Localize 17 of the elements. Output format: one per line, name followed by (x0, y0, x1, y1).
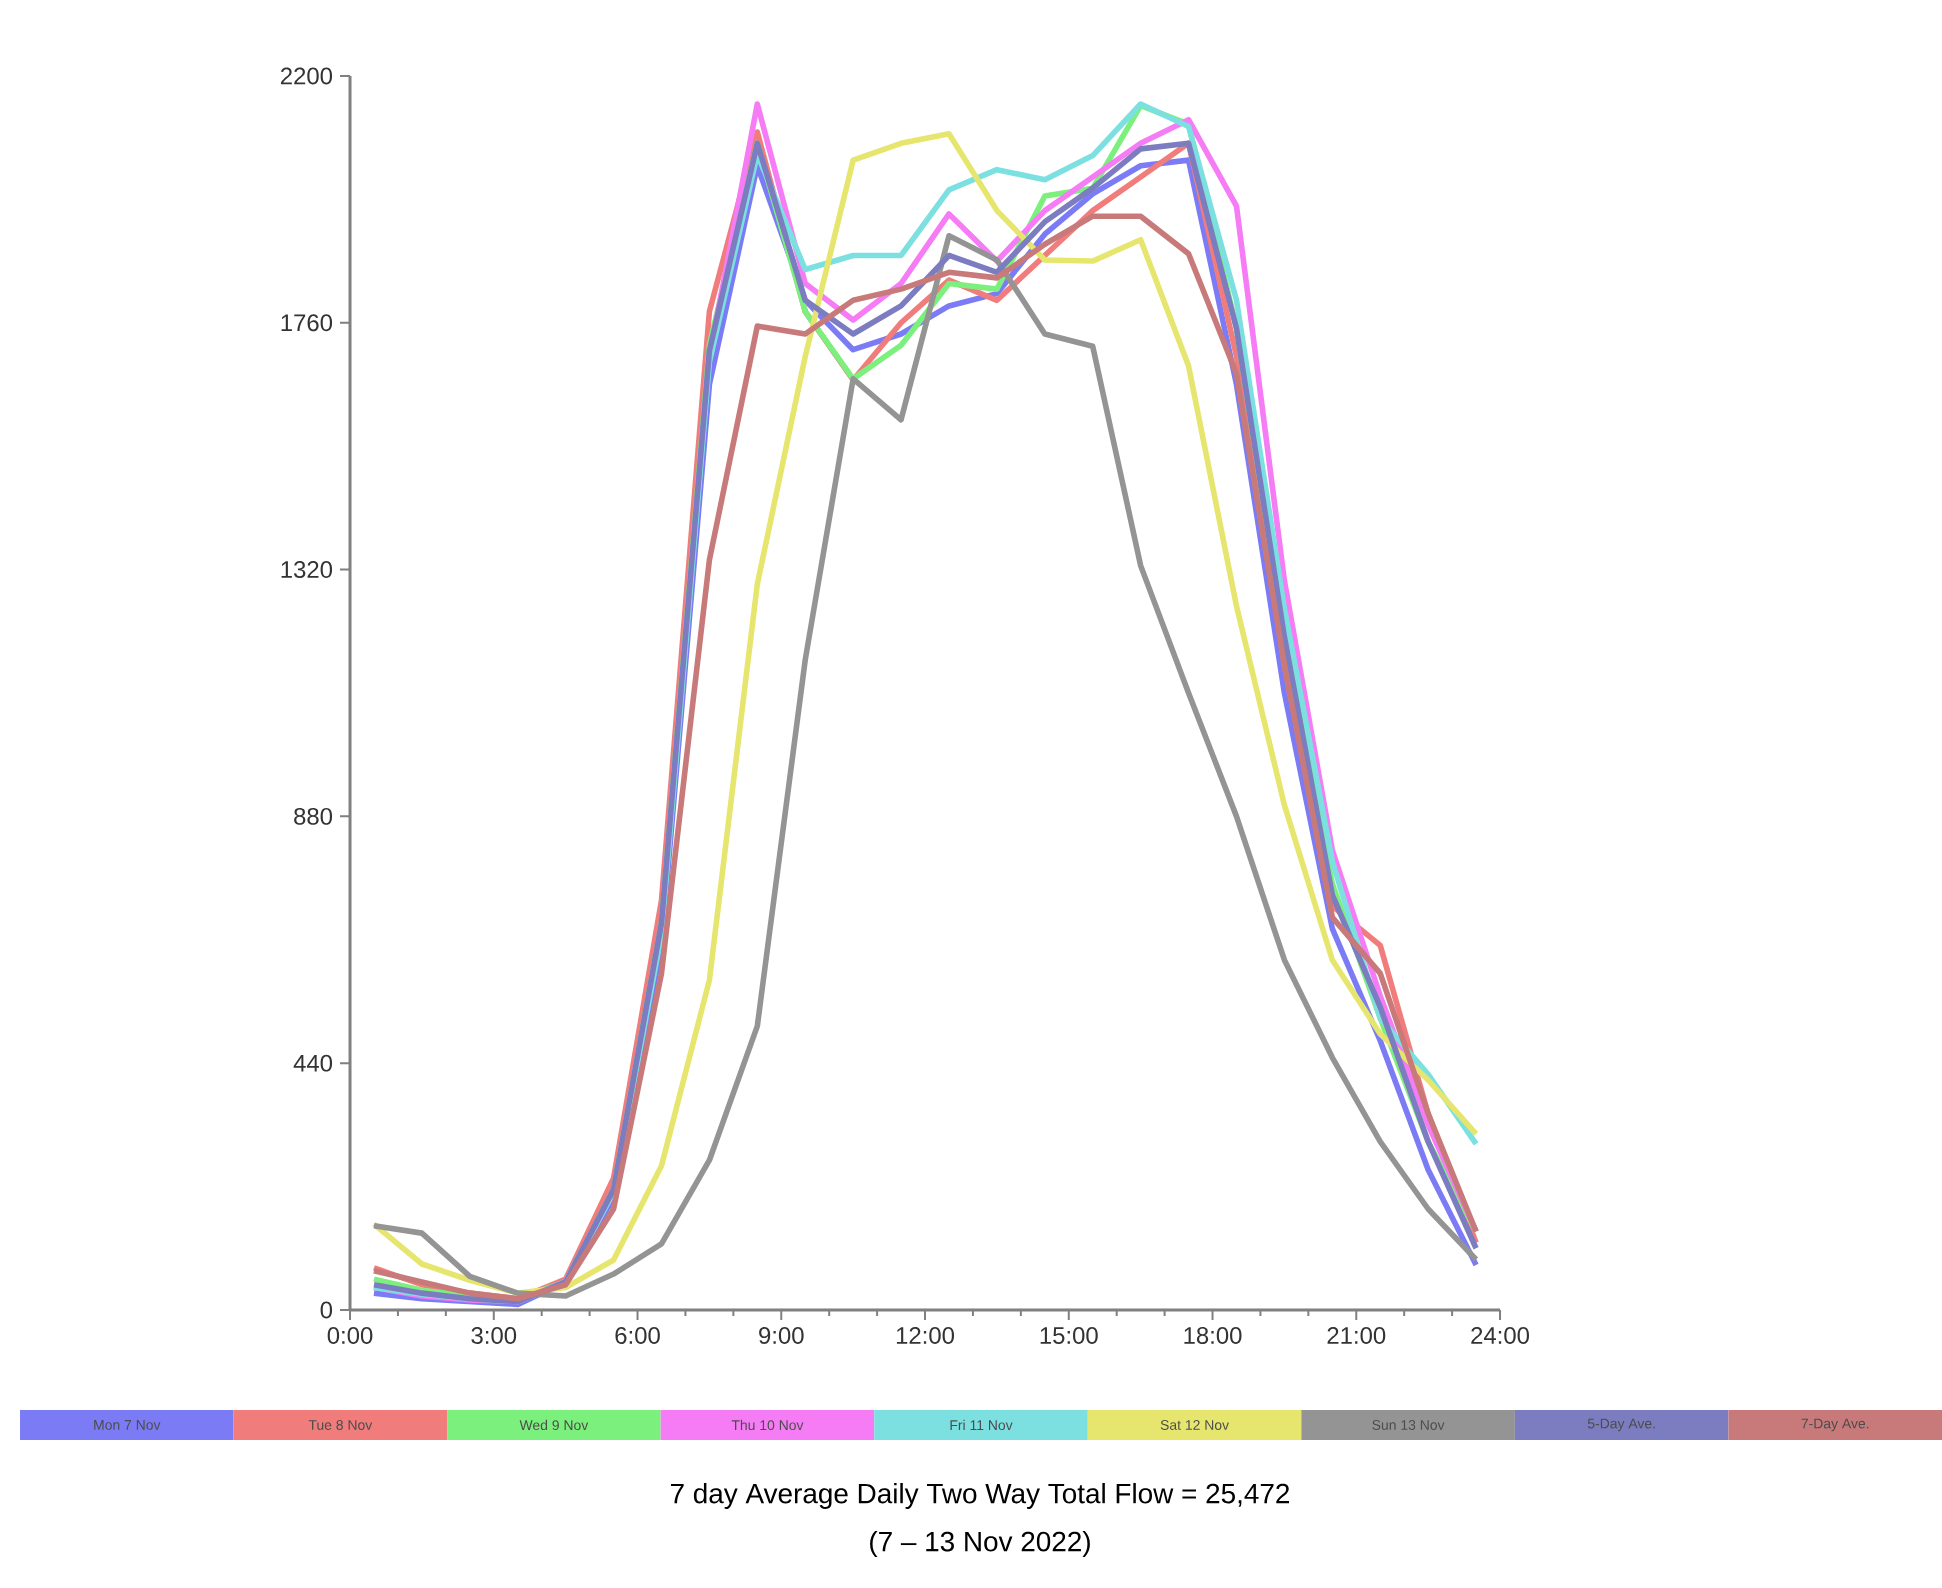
x-tick-label: 0:00 (327, 1327, 373, 1344)
text: (7 – 13 Nov 2022) (870, 1530, 1090, 1557)
x-tick-label: 6:00 (615, 1327, 660, 1344)
y-tick-label: 1320 (281, 561, 333, 579)
x-tick-label: 24:00 (1471, 1327, 1530, 1344)
y-tick-label: 2200 (280, 67, 333, 85)
x-tick-label: 3:00 (471, 1327, 517, 1344)
x-tick-label: 12:00 (896, 1327, 955, 1344)
x-tick-label: 15:00 (1040, 1327, 1098, 1344)
y-tick-label: 880 (294, 807, 333, 825)
text: 7 day Average Daily Two Way Total Flow = 25,472 (670, 1482, 1290, 1509)
y-tick-label: 1760 (281, 314, 333, 332)
x-tick-label: 21:00 (1327, 1327, 1386, 1344)
y-tick-label: 440 (293, 1054, 333, 1072)
x-tick-label: 9:00 (759, 1327, 804, 1344)
x-tick-label: 18:00 (1184, 1327, 1242, 1344)
y-tick-label: 0 (320, 1301, 333, 1319)
